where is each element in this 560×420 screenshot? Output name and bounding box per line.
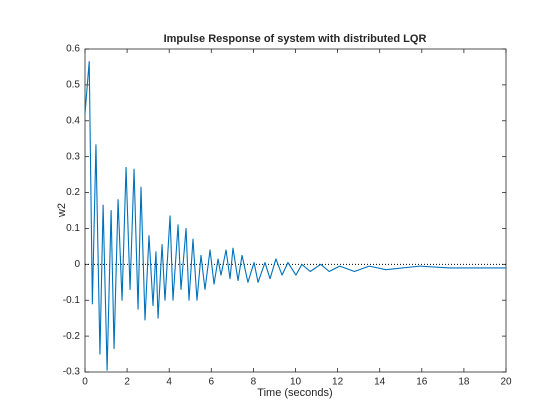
y-tick-label: 0.4 [66, 115, 80, 126]
y-tick-label: 0.6 [66, 44, 80, 55]
y-tick-label: 0.1 [66, 223, 80, 234]
x-tick-label: 0 [82, 377, 88, 388]
x-tick-label: 18 [458, 377, 470, 388]
x-tick-label: 10 [290, 377, 302, 388]
x-axis-label: Time (seconds) [257, 387, 332, 399]
y-tick-label: 0.2 [66, 187, 80, 198]
x-tick-label: 8 [251, 377, 257, 388]
x-tick-label: 6 [209, 377, 215, 388]
x-tick-label: 12 [332, 377, 344, 388]
y-axis-label: w2 [56, 203, 68, 218]
y-tick-label: -0.2 [63, 331, 81, 342]
chart-title: Impulse Response of system with distribu… [164, 33, 427, 45]
x-tick-label: 16 [416, 377, 428, 388]
y-tick-label: -0.1 [63, 295, 81, 306]
data-line [84, 61, 506, 371]
y-tick-label: 0.5 [66, 80, 80, 91]
y-tick-label: 0 [74, 259, 80, 270]
y-tick-label: 0.3 [66, 151, 80, 162]
y-tick-label: -0.3 [63, 367, 81, 378]
x-tick-label: 4 [166, 377, 172, 388]
x-tick-label: 14 [374, 377, 386, 388]
x-tick-label: 2 [124, 377, 130, 388]
x-tick-label: 20 [500, 377, 512, 388]
